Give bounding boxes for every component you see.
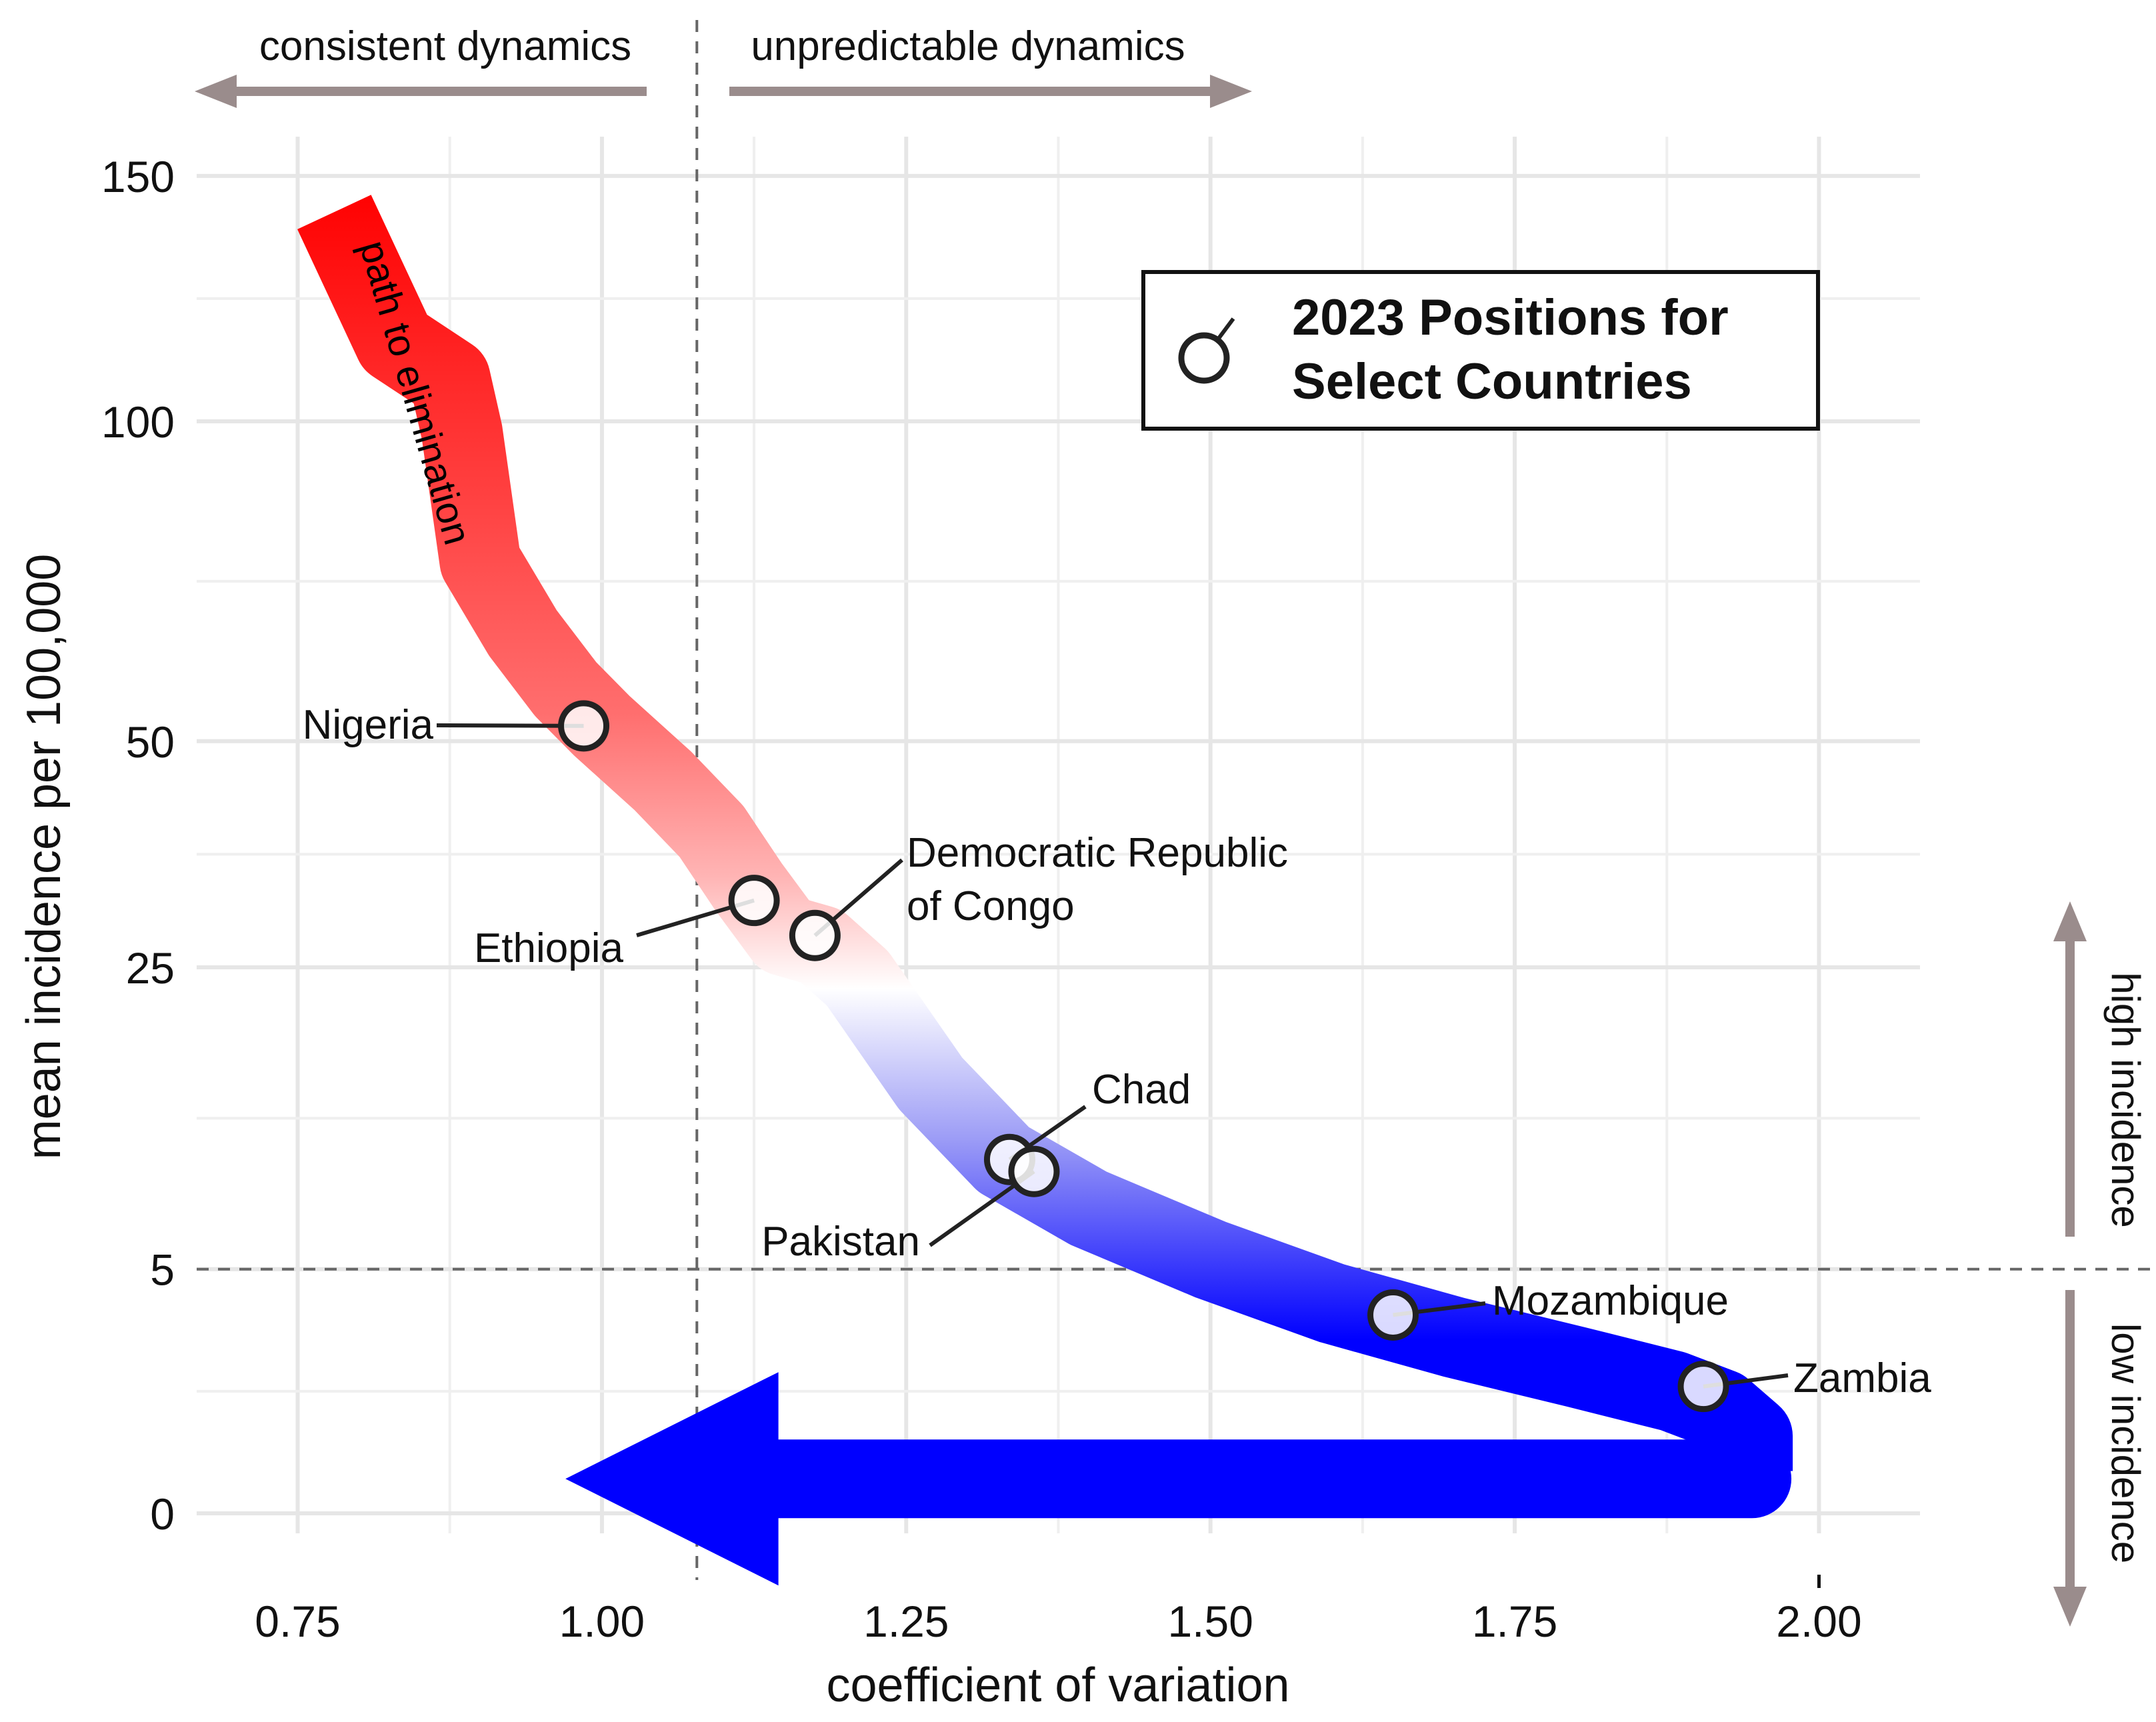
label-ethiopia: Ethiopia (474, 925, 624, 971)
legend-label: Select Countries (1292, 353, 1692, 410)
y-tick-label: 100 (101, 397, 175, 447)
x-axis-title: coefficient of variation (826, 1659, 1289, 1712)
country-points: Nigeria Ethiopia Democratic Republic of Con… (303, 700, 1931, 1413)
right-arrow-head (1210, 75, 1252, 108)
point-mozambique (1367, 1289, 1419, 1341)
x-tick-label: 1.25 (863, 1597, 949, 1646)
legend: 2023 Positions for Select Countries (1141, 270, 1820, 431)
y-tick-label: 150 (101, 152, 175, 201)
legend-label: 2023 Positions for (1292, 289, 1729, 346)
x-tick-label: 2.00 (1776, 1597, 1861, 1646)
label-zambia: Zambia (1793, 1355, 1931, 1401)
label-nigeria: Nigeria (303, 702, 434, 748)
axes: 0.75 1.00 1.25 1.50 1.75 2.00 0 5 25 50 100 150 coef… (17, 152, 1862, 1712)
down-arrow-label: low incidence (2103, 1323, 2148, 1563)
y-tick-label: 25 (126, 943, 175, 993)
point-pakistan (1008, 1145, 1060, 1197)
label-democratic-republic-of-congo: of Congo (907, 883, 1075, 929)
y-tick-label: 5 (150, 1245, 175, 1295)
legend-box (1141, 270, 1820, 431)
reference-lines (197, 20, 2156, 1580)
point-nigeria (558, 700, 610, 752)
label-democratic-republic-of-congo: Democratic Republic (907, 830, 1288, 876)
x-tick-label: 0.75 (255, 1597, 340, 1646)
up-arrow-label: high incidence (2103, 972, 2148, 1228)
y-tick-label: 0 (150, 1489, 175, 1539)
point-democratic-republic-of-congo (789, 909, 841, 961)
down-arrow-head (2053, 1587, 2087, 1627)
return-arrow-head (565, 1372, 779, 1586)
y-tick-label: 50 (126, 717, 175, 767)
point-zambia (1677, 1361, 1729, 1413)
right-arrow-label: unpredictable dynamics (751, 23, 1185, 69)
label-pakistan: Pakistan (761, 1219, 920, 1265)
y-axis-title: mean incidence per 100,000 (17, 554, 71, 1160)
point-ethiopia (728, 875, 780, 927)
left-arrow-head (195, 75, 237, 108)
annotations: consistent dynamics unpredictable dynamic… (195, 23, 2148, 1627)
left-arrow-label: consistent dynamics (259, 23, 631, 69)
x-tick-label: 1.75 (1472, 1597, 1557, 1646)
x-tick-label: 1.50 (1167, 1597, 1253, 1646)
label-mozambique: Mozambique (1492, 1278, 1729, 1324)
legend-symbol (1178, 332, 1230, 384)
x-tick-label: 1.00 (559, 1597, 645, 1646)
label-chad: Chad (1092, 1067, 1191, 1113)
up-arrow-head (2053, 901, 2087, 941)
